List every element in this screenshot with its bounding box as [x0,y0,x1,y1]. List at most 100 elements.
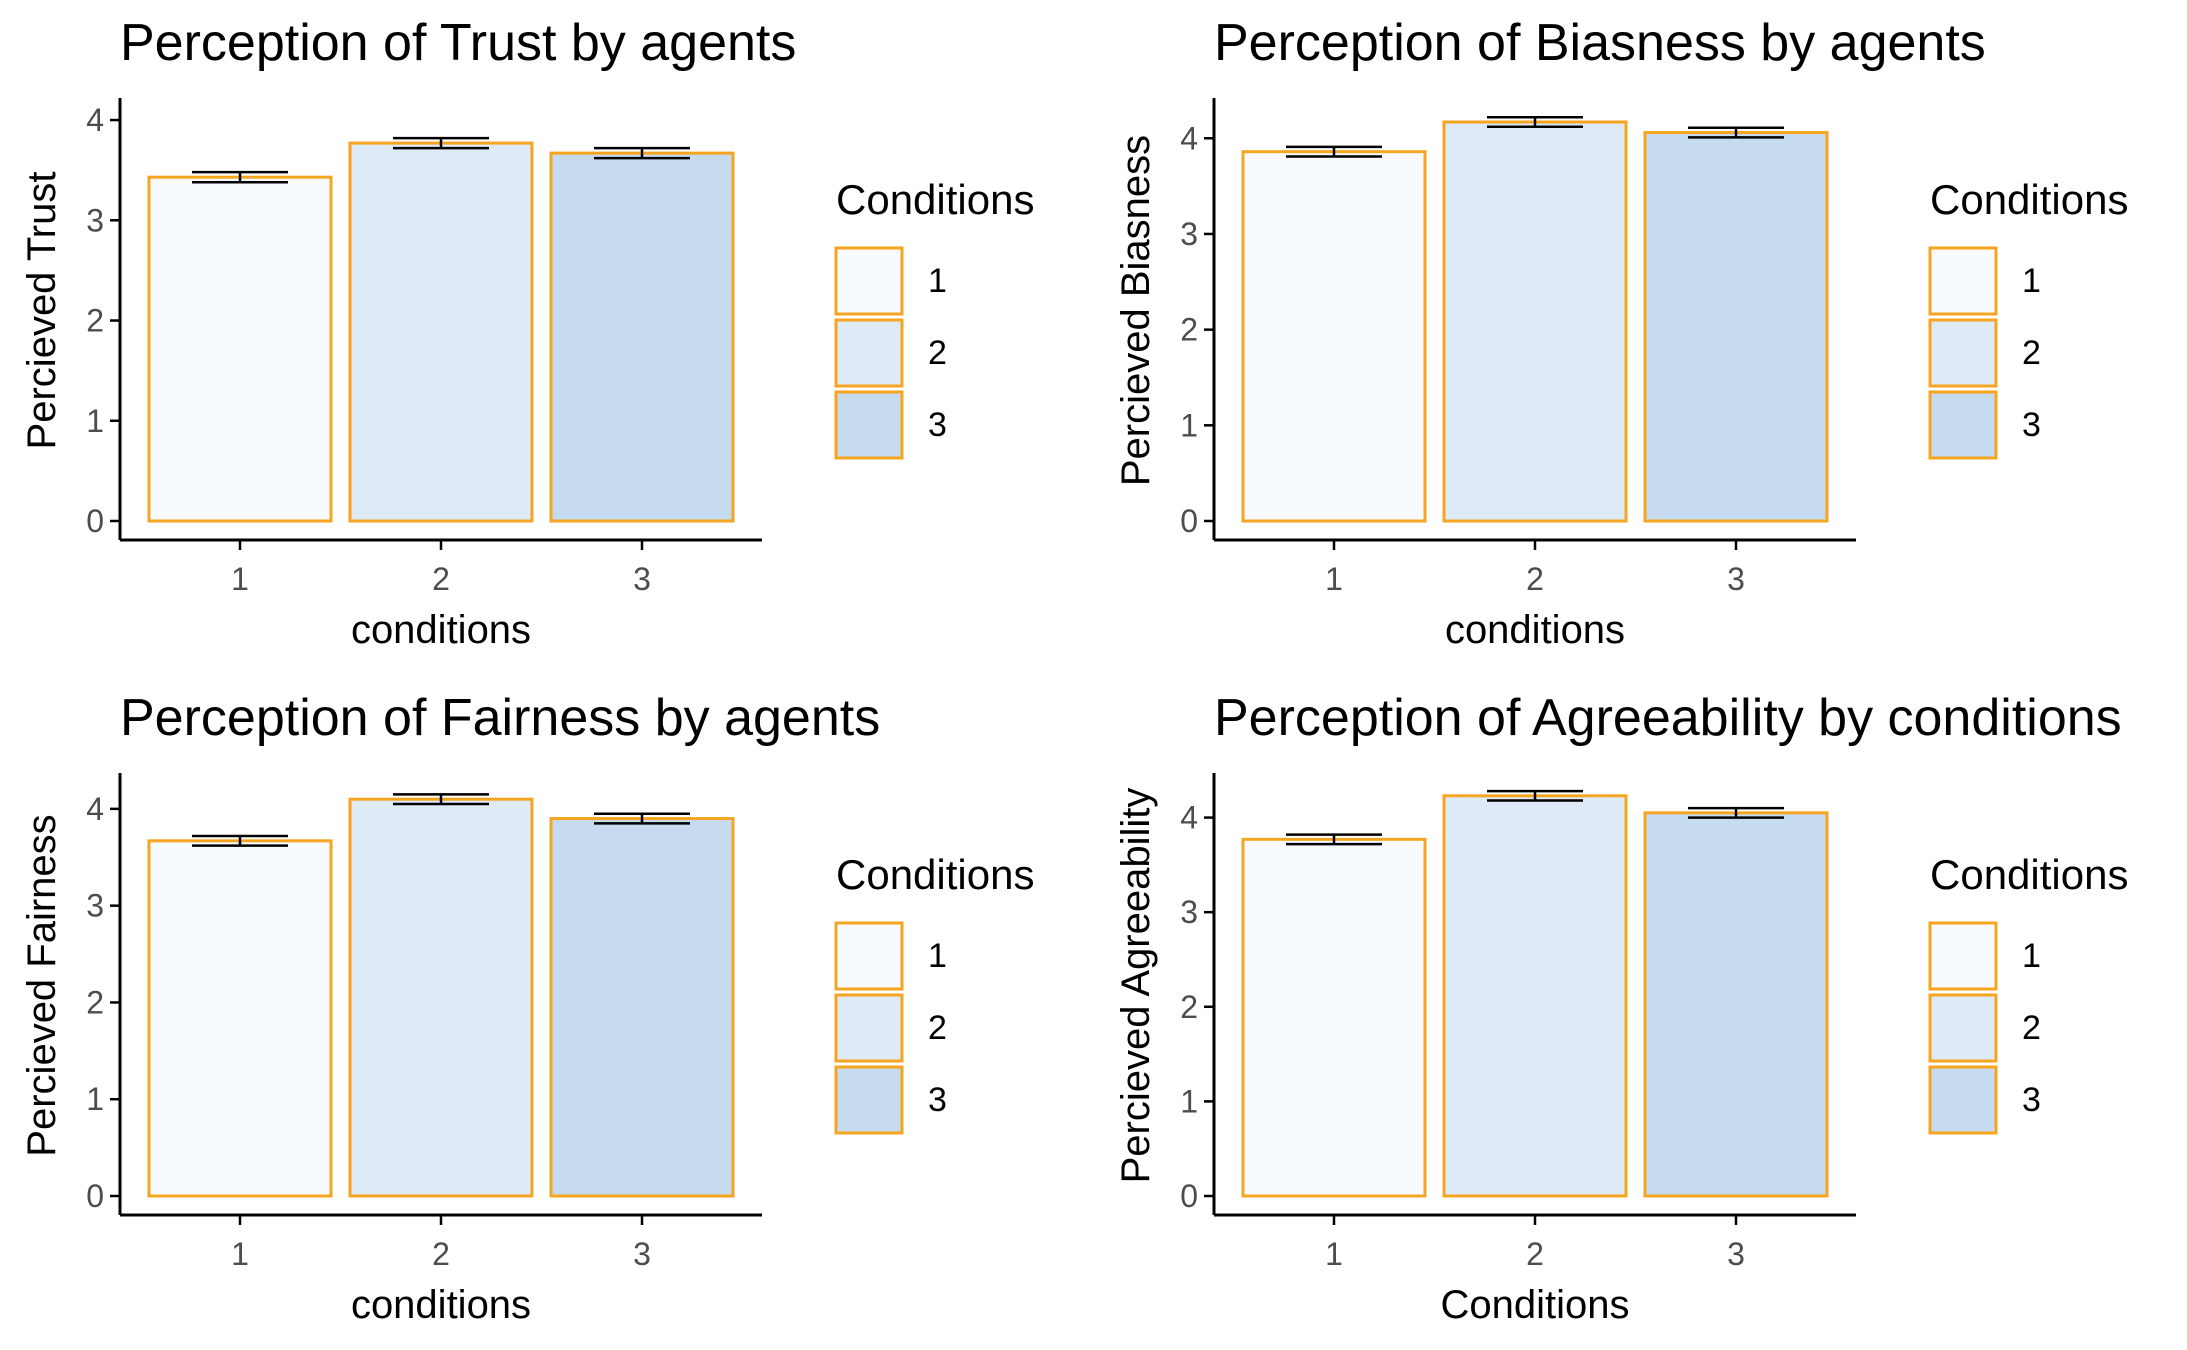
legend-swatch [1928,390,1998,460]
error-bar [1688,806,1784,819]
error-bar [1688,126,1784,139]
error-bar [192,170,288,184]
legend-entry: 3 [2022,1081,2041,1119]
error-bar [192,834,288,847]
legend-swatch [834,921,904,991]
legend-swatch [834,993,904,1063]
x-axis-label: Conditions [1440,1283,1629,1327]
legend-swatch [1928,318,1998,388]
legend-entry: 3 [928,1081,947,1119]
y-tick-label: 3 [1180,216,1198,252]
legend-swatch [834,390,904,460]
legend-title: Conditions [1930,176,2128,223]
y-tick-label: 3 [1180,894,1198,930]
bar [348,141,534,523]
y-tick-label: 0 [1180,1178,1198,1214]
legend-entry: 1 [2022,262,2041,300]
x-tick-label: 2 [1526,561,1544,597]
bar [147,839,333,1198]
error-bar [1487,789,1583,802]
error-bar [393,136,489,150]
legend-swatch [1928,246,1998,316]
x-tick-label: 1 [231,1236,249,1272]
error-bar [594,146,690,160]
y-tick-label: 2 [86,303,104,339]
y-tick-label: 0 [1180,503,1198,539]
legend-title: Conditions [836,176,1034,223]
legend-entry: 3 [928,406,947,444]
y-tick-label: 1 [86,403,104,439]
y-tick-label: 3 [86,888,104,924]
x-tick-label: 1 [231,561,249,597]
legend-swatch [834,1065,904,1135]
x-tick-label: 1 [1325,561,1343,597]
x-tick-label: 3 [1727,561,1745,597]
error-bar [1487,115,1583,129]
legend-swatch [834,246,904,316]
legend-swatch [1928,993,1998,1063]
y-tick-label: 2 [1180,989,1198,1025]
y-tick-label: 0 [86,1178,104,1214]
legend-swatch [1928,921,1998,991]
x-axis-label: conditions [351,1283,531,1327]
panel-trust: Perception of Trust by agents Percieved … [20,14,1034,652]
y-tick-label: 2 [86,984,104,1020]
panel-biasness: Perception of Biasness by agents Perciev… [1114,14,2128,652]
panel-agreeability: Perception of Agreeability by conditions… [1114,689,2128,1327]
chart-title: Perception of Agreeability by conditions [1214,689,2122,747]
error-bar [393,793,489,806]
x-tick-label: 2 [432,561,450,597]
y-axis-label: Percieved Fairness [20,814,64,1156]
bar [1643,131,1829,523]
legend-entry: 2 [2022,334,2041,372]
y-axis-label: Percieved Biasness [1114,135,1158,486]
chart-title: Perception of Fairness by agents [120,689,880,747]
legend-title: Conditions [836,851,1034,898]
y-tick-label: 4 [1180,800,1198,836]
bar [1241,150,1427,523]
legend-swatch [1928,1065,1998,1135]
y-tick-label: 4 [1180,120,1198,156]
legend-entry: 1 [928,262,947,300]
legend-entry: 1 [928,937,947,975]
legend-entry: 2 [928,1009,947,1047]
x-axis-label: conditions [1445,608,1625,652]
bar [549,151,735,523]
y-tick-label: 1 [1180,407,1198,443]
x-tick-label: 1 [1325,1236,1343,1272]
legend-title: Conditions [1930,851,2128,898]
legend-entry: 3 [2022,406,2041,444]
y-tick-label: 1 [1180,1083,1198,1119]
error-bar [594,812,690,825]
legend-entry: 2 [2022,1009,2041,1047]
legend-entry: 1 [2022,937,2041,975]
y-tick-label: 2 [1180,312,1198,348]
error-bar [1286,833,1382,846]
x-tick-label: 3 [633,1236,651,1272]
bar [147,175,333,523]
x-tick-label: 3 [633,561,651,597]
y-tick-label: 4 [86,102,104,138]
chart-title: Perception of Biasness by agents [1214,14,1986,72]
bar [1241,837,1427,1198]
y-tick-label: 1 [86,1081,104,1117]
panel-fairness: Perception of Fairness by agents Perciev… [20,689,1034,1327]
bar [549,817,735,1198]
legend-swatch [834,318,904,388]
x-axis-label: conditions [351,608,531,652]
y-axis-label: Percieved Trust [20,172,64,450]
bar [1643,811,1829,1198]
x-tick-label: 3 [1727,1236,1745,1272]
y-tick-label: 0 [86,503,104,539]
bar [348,797,534,1198]
bar [1442,120,1628,523]
chart-title: Perception of Trust by agents [120,14,796,72]
bar [1442,794,1628,1198]
y-tick-label: 3 [86,202,104,238]
x-tick-label: 2 [1526,1236,1544,1272]
y-tick-label: 4 [86,791,104,827]
error-bar [1286,145,1382,158]
legend-entry: 2 [928,334,947,372]
y-axis-label: Percieved Agreeability [1114,788,1158,1184]
